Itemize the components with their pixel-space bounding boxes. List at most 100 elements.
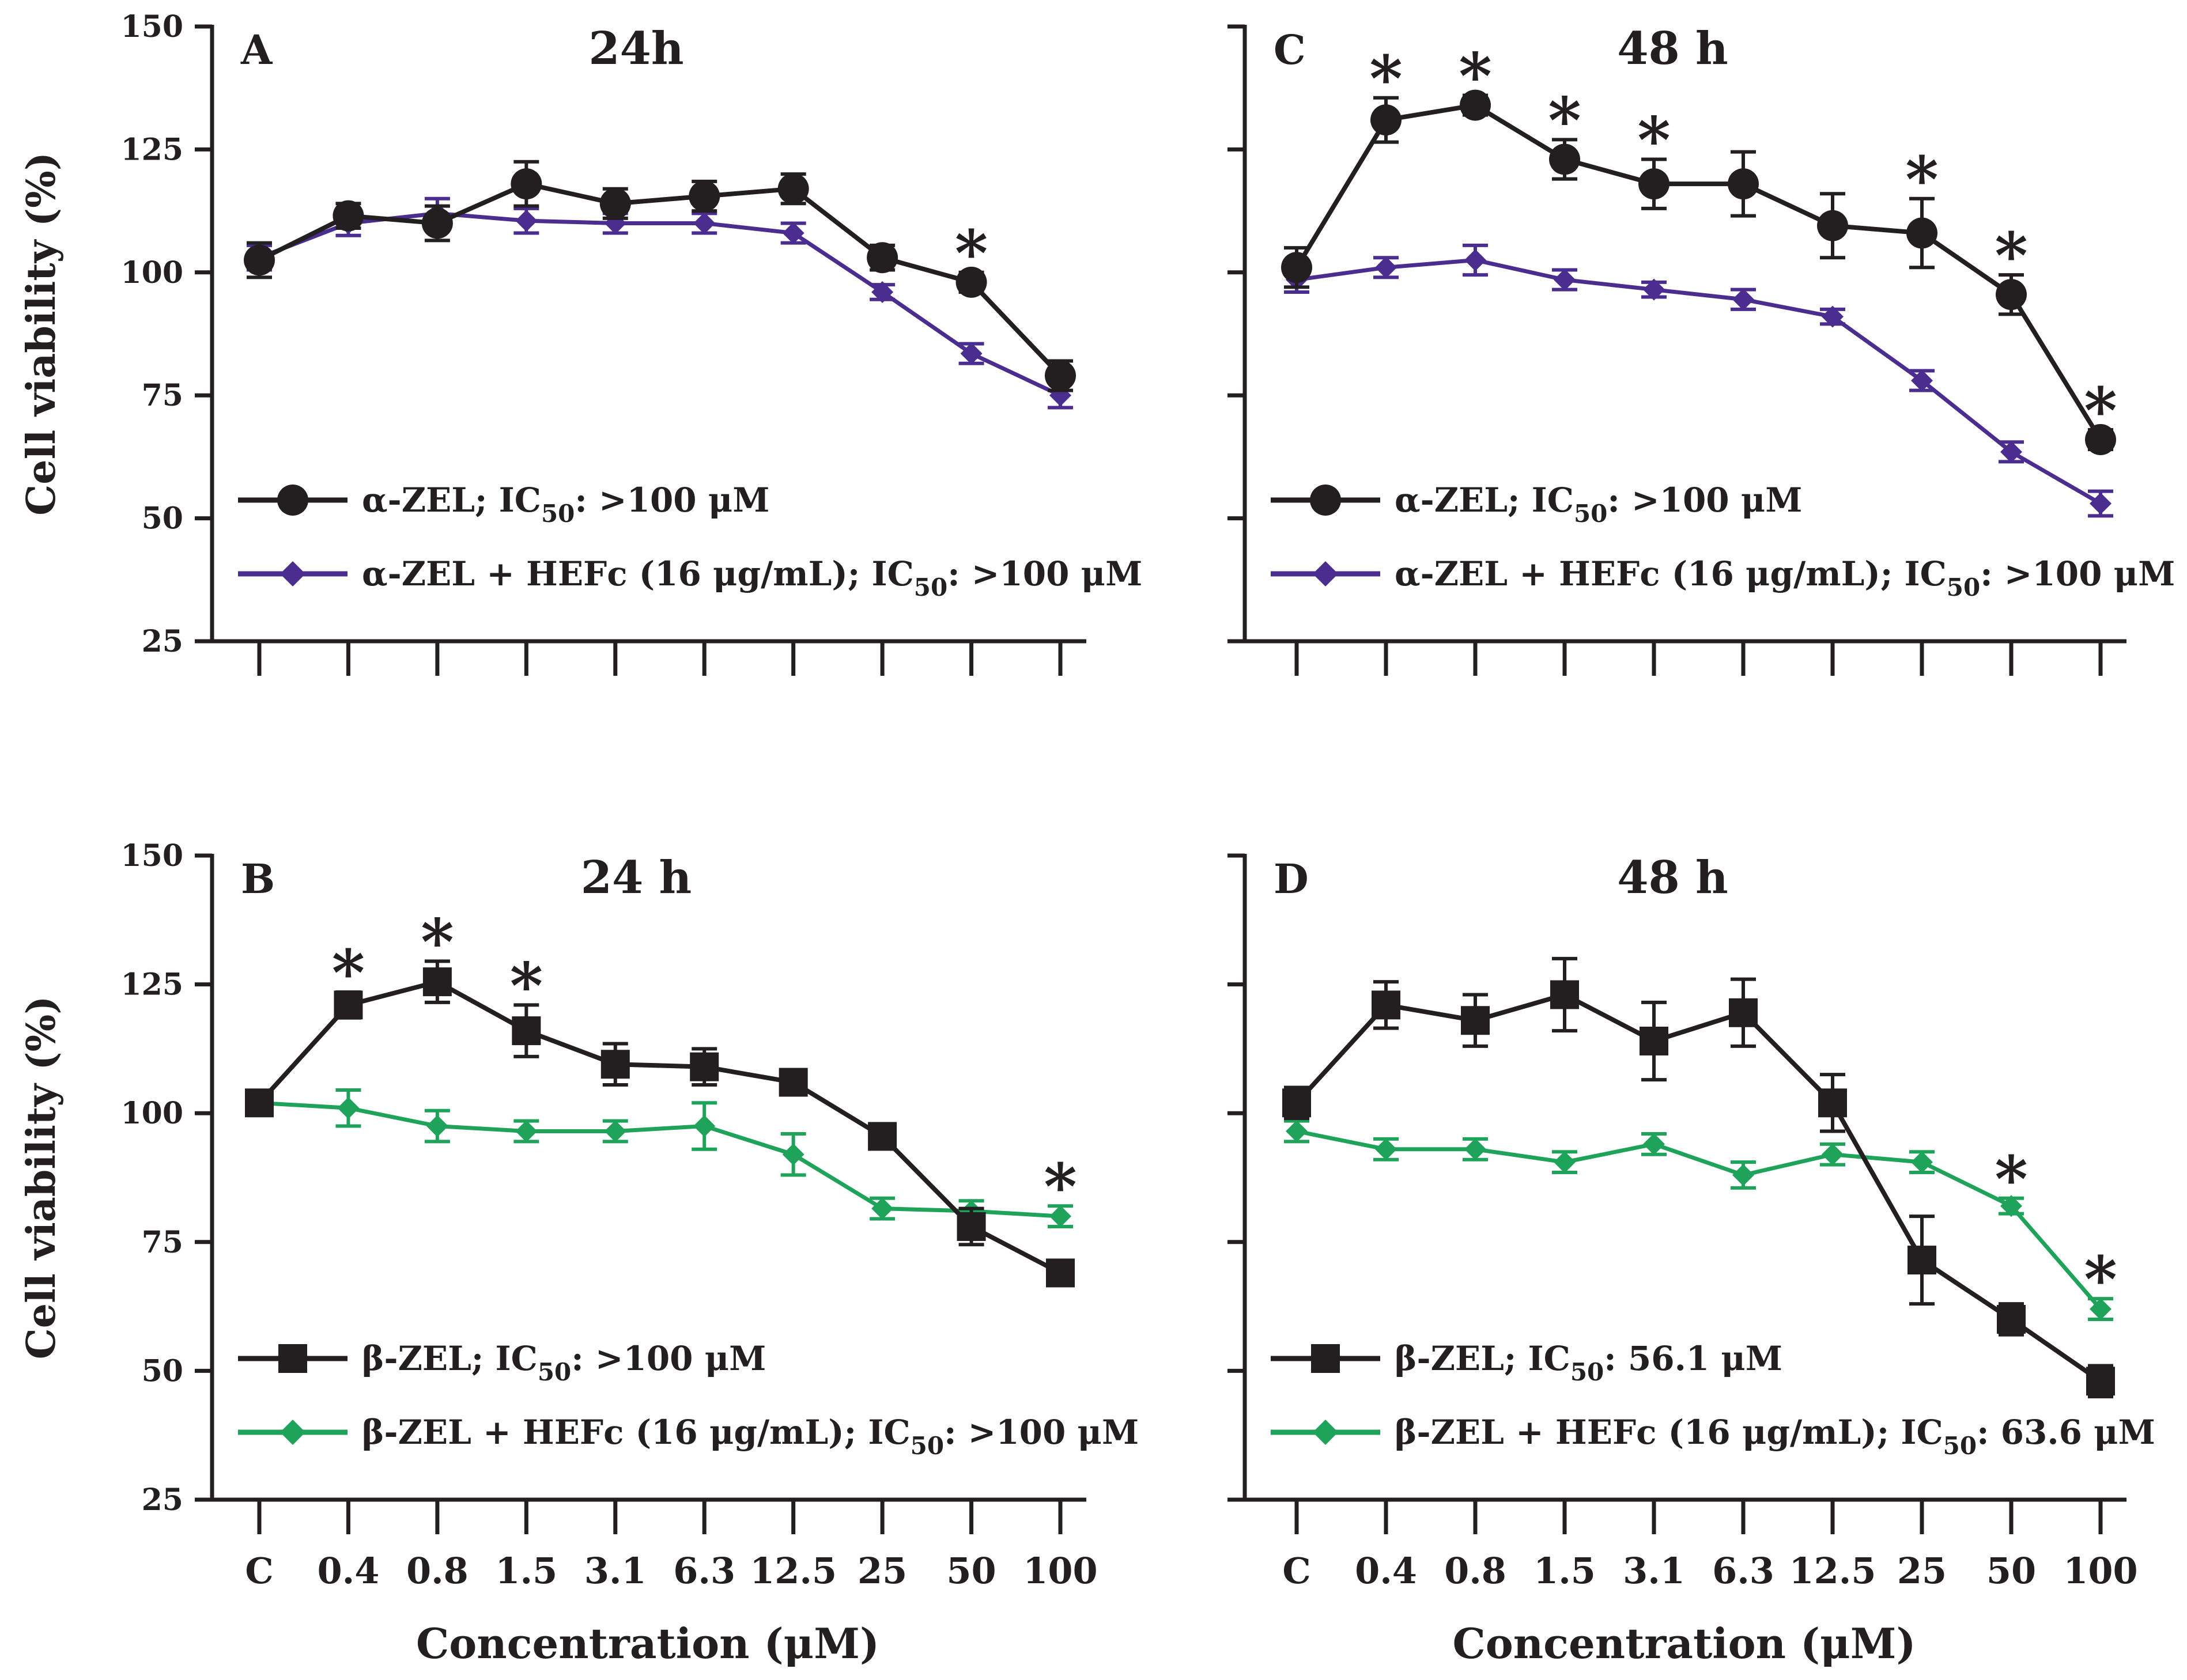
legend-marker <box>278 1344 307 1373</box>
series-zel <box>1281 89 2116 456</box>
data-point <box>1375 256 1397 279</box>
y-axis-label: Cell viability (%) <box>18 996 65 1360</box>
data-point <box>2000 441 2022 463</box>
x-tick-label: 1.5 <box>1533 1550 1596 1592</box>
data-point <box>1640 1026 1668 1055</box>
legend-subscript: 50 <box>1574 500 1607 528</box>
data-point <box>782 222 804 244</box>
panel-label: B <box>241 855 275 903</box>
data-point <box>1643 278 1665 301</box>
significance-star: * <box>1995 218 2028 293</box>
series-line <box>1294 103 2103 441</box>
legend-ic50: : >100 μM <box>944 1413 1139 1452</box>
legend-marker <box>1313 561 1338 587</box>
panel-label: D <box>1274 855 1309 903</box>
y-tick-label: 125 <box>120 967 183 1002</box>
legend-subscript: 50 <box>911 1432 944 1460</box>
legend-ic50: : >100 μM <box>571 1339 766 1378</box>
y-axis-label: Cell viability (%) <box>18 152 65 516</box>
y-tick-label: 75 <box>142 1225 183 1260</box>
data-point <box>779 1068 808 1097</box>
data-point <box>867 242 898 274</box>
series-zel-hefc <box>247 196 1073 410</box>
significance-star: * <box>1548 83 1581 157</box>
data-point <box>600 1050 630 1079</box>
x-tick-label: 50 <box>946 1550 996 1592</box>
x-tick-label: C <box>1282 1550 1310 1592</box>
data-point <box>511 168 542 200</box>
data-point <box>957 1212 986 1241</box>
data-point <box>426 1115 448 1137</box>
panel-title: 24 h <box>581 852 692 904</box>
data-point <box>1549 143 1580 175</box>
x-tick-label: 6.3 <box>673 1550 735 1592</box>
data-point <box>871 1197 894 1220</box>
data-point <box>2085 424 2116 456</box>
significance-star: * <box>510 948 543 1023</box>
data-point <box>693 1115 716 1137</box>
legend-label: β-ZEL + HEFc (16 μg/mL); IC50: >100 μM <box>362 1413 1139 1460</box>
legend-subscript: 50 <box>1943 1432 1977 1460</box>
y-tick-label: 50 <box>142 501 183 536</box>
legend-text: α-ZEL + HEFc (16 μg/mL); IC <box>1395 554 1947 593</box>
data-point <box>422 967 452 997</box>
legend-text: β-ZEL; IC <box>1395 1339 1570 1378</box>
legend-marker <box>280 561 305 587</box>
data-point <box>512 1016 541 1046</box>
significance-star: * <box>332 936 365 1010</box>
significance-star: * <box>2084 1242 2117 1316</box>
significance-star: * <box>1905 142 1939 217</box>
data-point <box>2090 1298 2112 1320</box>
x-tick-label: 50 <box>1986 1550 2036 1592</box>
data-point <box>244 244 275 276</box>
data-point <box>777 173 809 205</box>
x-tick-label: 12.5 <box>1789 1550 1876 1592</box>
y-tick-label: 150 <box>120 838 183 873</box>
data-point <box>1286 1120 1308 1142</box>
series-line <box>1296 258 2102 506</box>
legend-text: α-ZEL; IC <box>1395 480 1574 520</box>
legend-label: β-ZEL; IC50: >100 μM <box>362 1339 766 1386</box>
data-point <box>1554 268 1576 291</box>
series-zel-hefc <box>1284 1119 2113 1321</box>
y-tick-label: 75 <box>142 378 183 413</box>
significance-star: * <box>955 216 988 290</box>
series-zel <box>244 160 1076 392</box>
x-tick-label: 100 <box>2063 1550 2137 1592</box>
significance-star: * <box>1369 41 1403 116</box>
panel-D: C 0.4 0.8 1.5 3.1 6.3 12.5 25 50 100 D 48 h Concentr… <box>1227 852 2155 1668</box>
legend-subscript: 50 <box>914 573 947 601</box>
x-tick-label: 1.5 <box>495 1550 557 1592</box>
legend-entry: β-ZEL + HEFc (16 μg/mL); IC50: >100 μM <box>238 1413 1139 1460</box>
legend-entry: β-ZEL; IC50: 56.1 μM <box>1271 1339 1782 1386</box>
x-tick-label: 3.1 <box>584 1550 647 1592</box>
legend-label: α-ZEL + HEFc (16 μg/mL); IC50: >100 μM <box>362 554 1142 601</box>
series-line <box>1296 1129 2102 1311</box>
panel-label: C <box>1274 26 1306 74</box>
data-point <box>960 342 983 365</box>
data-point <box>1822 305 1844 328</box>
significance-star: * <box>1459 39 1492 113</box>
data-point <box>690 1052 719 1081</box>
panel-A: 150 125 100 75 50 25 A 24h Cell viability (%) * α-… <box>18 9 1142 676</box>
data-point <box>1461 1006 1490 1035</box>
data-point <box>1996 279 2027 311</box>
series-line <box>258 979 1062 1276</box>
significance-star: * <box>1637 103 1671 177</box>
data-point <box>1375 1138 1397 1160</box>
data-point <box>1370 104 1402 136</box>
data-point <box>1732 288 1754 311</box>
panel-label: A <box>240 26 273 74</box>
significance-star: * <box>1995 1142 2028 1216</box>
legend-text: β-ZEL + HEFc (16 μg/mL); IC <box>362 1413 911 1452</box>
panel-title: 48 h <box>1617 852 1728 904</box>
data-point <box>955 266 987 298</box>
y-tick-label: 150 <box>120 9 183 44</box>
data-point <box>1729 998 1758 1027</box>
data-point <box>1046 1258 1075 1288</box>
legend-subscript: 50 <box>541 500 575 528</box>
data-point <box>337 1097 360 1119</box>
legend-entry: β-ZEL; IC50: >100 μM <box>238 1339 766 1386</box>
data-point <box>1911 1151 1933 1174</box>
x-tick-label: 6.3 <box>1712 1550 1774 1592</box>
